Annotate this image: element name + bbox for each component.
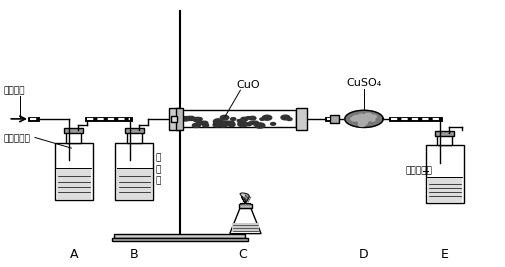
Circle shape bbox=[286, 118, 291, 120]
Bar bbox=[238, 204, 251, 209]
Circle shape bbox=[200, 121, 208, 125]
Circle shape bbox=[196, 121, 203, 125]
Circle shape bbox=[213, 119, 223, 124]
Text: 未知气体: 未知气体 bbox=[3, 86, 25, 95]
Circle shape bbox=[228, 123, 235, 127]
Text: E: E bbox=[440, 248, 448, 261]
Circle shape bbox=[350, 117, 358, 121]
Circle shape bbox=[358, 120, 365, 124]
Circle shape bbox=[246, 123, 251, 125]
Bar bbox=[57, 168, 91, 199]
Circle shape bbox=[365, 113, 371, 116]
Text: CuSO₄: CuSO₄ bbox=[346, 78, 381, 88]
Circle shape bbox=[187, 116, 194, 120]
Text: D: D bbox=[359, 248, 368, 261]
Text: A: A bbox=[70, 248, 78, 261]
Polygon shape bbox=[239, 193, 250, 204]
Circle shape bbox=[220, 115, 228, 120]
Circle shape bbox=[362, 117, 368, 121]
Circle shape bbox=[255, 123, 264, 128]
Bar bbox=[179, 110, 295, 127]
Circle shape bbox=[245, 123, 250, 126]
Text: 澄清石灰水: 澄清石灰水 bbox=[3, 135, 30, 144]
Bar bbox=[329, 115, 338, 123]
Circle shape bbox=[358, 119, 364, 123]
Circle shape bbox=[185, 116, 191, 119]
Bar bbox=[64, 128, 83, 133]
Circle shape bbox=[360, 121, 367, 125]
Text: 澄清石灰水: 澄清石灰水 bbox=[405, 166, 432, 175]
Circle shape bbox=[240, 117, 247, 121]
Circle shape bbox=[248, 122, 252, 124]
Text: C: C bbox=[238, 248, 247, 261]
Circle shape bbox=[370, 119, 374, 121]
Circle shape bbox=[362, 115, 368, 118]
Text: 硫: 硫 bbox=[156, 165, 161, 174]
Circle shape bbox=[219, 121, 226, 125]
Circle shape bbox=[192, 123, 200, 128]
Circle shape bbox=[181, 117, 189, 121]
Circle shape bbox=[355, 116, 363, 121]
Circle shape bbox=[213, 123, 221, 127]
Bar bbox=[170, 116, 176, 122]
Circle shape bbox=[213, 121, 222, 125]
Bar bbox=[117, 168, 152, 199]
Polygon shape bbox=[344, 110, 382, 127]
Circle shape bbox=[238, 121, 242, 123]
Circle shape bbox=[270, 123, 275, 125]
Text: CuO: CuO bbox=[236, 80, 259, 90]
Circle shape bbox=[230, 118, 235, 120]
Bar bbox=[295, 108, 307, 129]
Circle shape bbox=[360, 117, 365, 120]
Bar bbox=[425, 146, 463, 203]
Bar bbox=[125, 128, 144, 133]
Circle shape bbox=[237, 120, 241, 122]
Bar bbox=[176, 108, 183, 130]
Circle shape bbox=[358, 114, 363, 117]
Bar bbox=[66, 131, 81, 143]
Text: 浓: 浓 bbox=[156, 153, 161, 162]
Bar bbox=[168, 108, 179, 129]
Circle shape bbox=[193, 117, 201, 122]
Circle shape bbox=[202, 124, 208, 127]
Circle shape bbox=[360, 117, 366, 120]
Bar bbox=[231, 223, 259, 232]
Bar bbox=[427, 177, 461, 202]
Circle shape bbox=[218, 122, 227, 127]
Bar bbox=[436, 134, 451, 146]
Circle shape bbox=[360, 117, 367, 121]
Bar bbox=[434, 131, 453, 136]
Bar bbox=[114, 234, 245, 238]
Circle shape bbox=[358, 123, 365, 127]
Bar bbox=[112, 238, 247, 241]
Circle shape bbox=[262, 115, 271, 120]
Circle shape bbox=[260, 118, 264, 120]
Circle shape bbox=[361, 119, 367, 123]
Circle shape bbox=[363, 118, 369, 121]
Circle shape bbox=[360, 115, 365, 118]
Circle shape bbox=[363, 117, 370, 121]
Text: 酸: 酸 bbox=[156, 177, 161, 186]
Circle shape bbox=[226, 121, 234, 125]
Polygon shape bbox=[229, 209, 261, 234]
Circle shape bbox=[358, 119, 367, 124]
Circle shape bbox=[370, 115, 376, 118]
Circle shape bbox=[197, 118, 201, 120]
Circle shape bbox=[251, 121, 258, 125]
Bar bbox=[127, 131, 142, 143]
Circle shape bbox=[280, 115, 289, 120]
Circle shape bbox=[352, 115, 359, 119]
Circle shape bbox=[361, 118, 366, 120]
Circle shape bbox=[248, 116, 256, 120]
Circle shape bbox=[221, 121, 230, 126]
Text: B: B bbox=[130, 248, 138, 261]
Circle shape bbox=[245, 117, 250, 119]
Circle shape bbox=[237, 121, 247, 127]
Bar bbox=[55, 143, 92, 200]
Bar bbox=[115, 143, 153, 200]
